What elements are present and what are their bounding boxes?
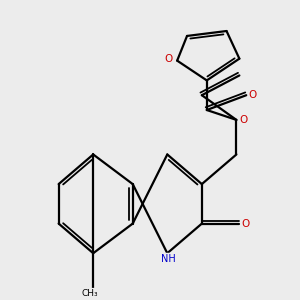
Text: NH: NH bbox=[161, 254, 176, 263]
Text: O: O bbox=[249, 90, 257, 100]
Text: O: O bbox=[242, 219, 250, 229]
Text: O: O bbox=[240, 115, 248, 125]
Text: CH₃: CH₃ bbox=[82, 289, 99, 298]
Text: O: O bbox=[165, 54, 173, 64]
